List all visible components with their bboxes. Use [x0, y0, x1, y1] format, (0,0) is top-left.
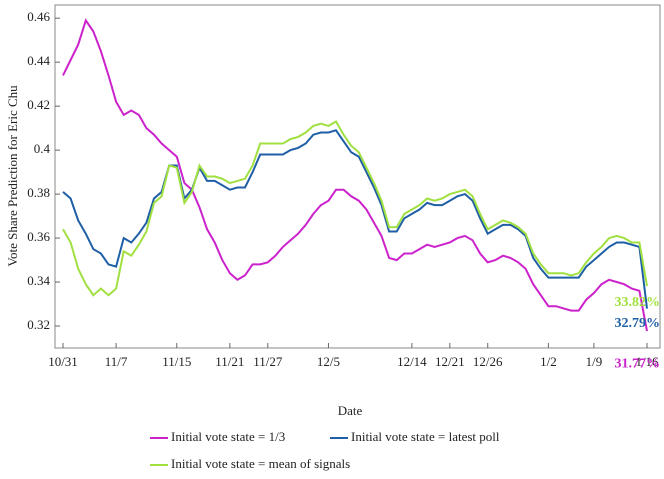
legend-label: Initial vote state = mean of signals: [171, 456, 350, 471]
x-axis-label: Date: [338, 403, 363, 418]
x-tick-label: 1/9: [586, 354, 603, 369]
x-tick-label: 11/15: [162, 354, 191, 369]
x-tick-label: 12/14: [397, 354, 427, 369]
end-value-label: 32.79%: [615, 316, 661, 331]
y-tick-label: 0.32: [27, 317, 50, 332]
series-line: [62, 129, 648, 309]
x-tick-label: 11/7: [105, 354, 128, 369]
y-tick-label: 0.46: [27, 9, 50, 24]
x-tick-label: 12/21: [435, 354, 465, 369]
y-axis-label: Vote Share Prediction for Eric Chu: [5, 85, 20, 267]
x-tick-label: 12/5: [317, 354, 340, 369]
y-tick-label: 0.44: [27, 53, 50, 68]
x-tick-label: 1/16: [635, 354, 659, 369]
series-line: [62, 18, 648, 332]
y-tick-label: 0.38: [27, 185, 50, 200]
plot-frame: [54, 4, 661, 349]
end-value-label: 33.82%: [615, 295, 661, 310]
legend-label: Initial vote state = latest poll: [351, 429, 500, 444]
end-value-label: 31.77%: [615, 356, 661, 371]
x-tick-label: 12/26: [473, 354, 503, 369]
y-tick-label: 0.4: [34, 141, 51, 156]
series-line: [62, 120, 648, 297]
x-tick-label: 11/27: [253, 354, 283, 369]
y-tick-label: 0.42: [27, 97, 50, 112]
x-tick-label: 1/2: [540, 354, 557, 369]
y-tick-label: 0.36: [27, 229, 50, 244]
y-tick-label: 0.34: [27, 273, 50, 288]
legend-label: Initial vote state = 1/3: [171, 429, 285, 444]
x-tick-label: 11/21: [215, 354, 244, 369]
x-tick-label: 10/31: [48, 354, 78, 369]
